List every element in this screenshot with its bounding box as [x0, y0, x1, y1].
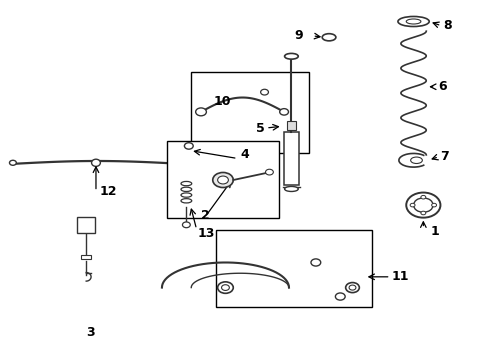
Circle shape — [410, 203, 415, 207]
Ellipse shape — [181, 199, 192, 203]
Ellipse shape — [9, 160, 16, 165]
Text: 9: 9 — [294, 29, 303, 42]
Text: 3: 3 — [86, 326, 95, 339]
Ellipse shape — [345, 283, 359, 293]
Ellipse shape — [322, 34, 336, 41]
Text: 6: 6 — [438, 80, 446, 93]
Ellipse shape — [184, 143, 193, 149]
Ellipse shape — [181, 193, 192, 197]
Ellipse shape — [311, 259, 321, 266]
Ellipse shape — [280, 109, 289, 115]
Bar — [191, 72, 309, 153]
Bar — [216, 230, 372, 307]
Ellipse shape — [406, 19, 421, 24]
Ellipse shape — [221, 285, 229, 291]
Ellipse shape — [406, 193, 441, 218]
Ellipse shape — [335, 293, 345, 300]
Ellipse shape — [285, 53, 298, 59]
Ellipse shape — [181, 187, 192, 192]
Bar — [81, 255, 91, 259]
Text: 8: 8 — [443, 19, 451, 32]
Text: 7: 7 — [441, 150, 449, 163]
Ellipse shape — [218, 282, 233, 293]
Ellipse shape — [349, 285, 356, 290]
Ellipse shape — [218, 176, 228, 184]
Text: 5: 5 — [256, 122, 265, 135]
Ellipse shape — [411, 157, 422, 163]
Ellipse shape — [92, 159, 100, 166]
Ellipse shape — [213, 172, 233, 188]
Text: 1: 1 — [431, 225, 440, 238]
Ellipse shape — [266, 169, 273, 175]
Ellipse shape — [182, 222, 190, 228]
Bar — [167, 140, 279, 218]
Circle shape — [421, 211, 426, 215]
Ellipse shape — [414, 198, 433, 212]
Text: 11: 11 — [392, 270, 409, 283]
Text: 4: 4 — [240, 148, 249, 162]
Ellipse shape — [181, 181, 192, 186]
Ellipse shape — [285, 186, 298, 192]
Ellipse shape — [261, 89, 269, 95]
Text: 10: 10 — [213, 95, 231, 108]
Text: 13: 13 — [197, 226, 215, 239]
Text: 12: 12 — [100, 185, 118, 198]
Bar — [77, 217, 95, 233]
Circle shape — [421, 195, 426, 199]
Circle shape — [432, 203, 437, 207]
Bar — [284, 132, 299, 185]
Ellipse shape — [398, 17, 429, 27]
Text: 2: 2 — [201, 210, 210, 222]
Bar — [287, 121, 296, 130]
Ellipse shape — [196, 108, 206, 116]
